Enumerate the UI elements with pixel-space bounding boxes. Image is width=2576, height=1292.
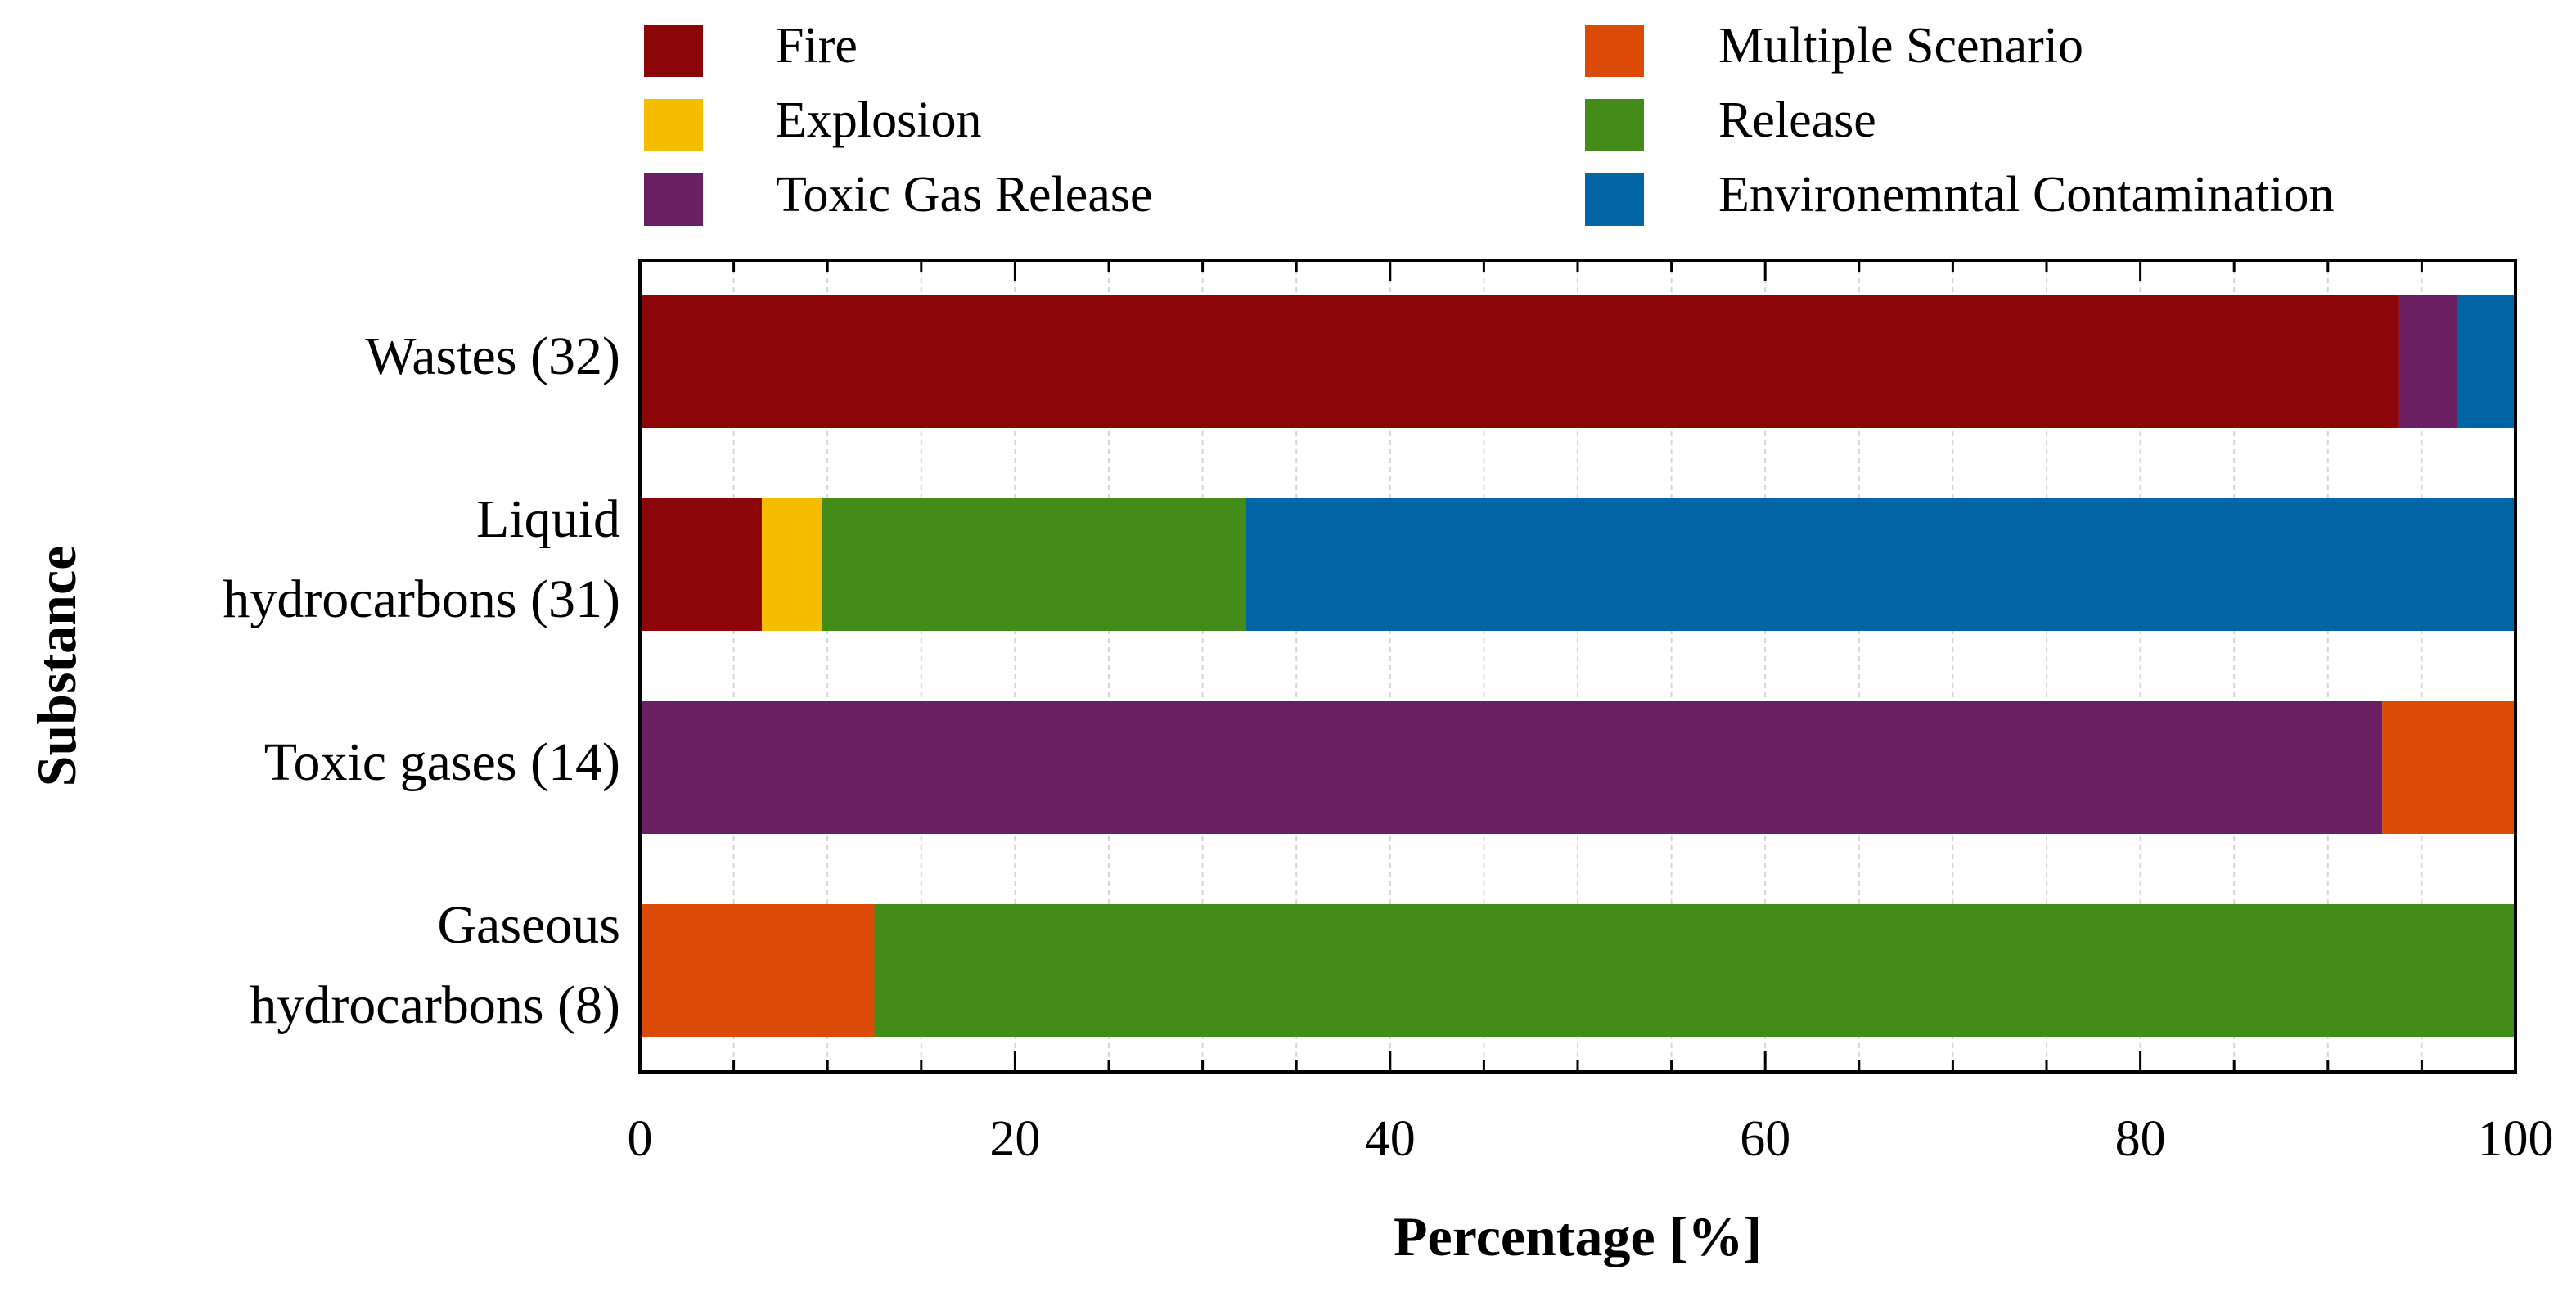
x-tick-label: 40 [1365, 1111, 1416, 1167]
bar-segment [874, 904, 2515, 1037]
bar-segment [2382, 701, 2515, 834]
legend-swatch [644, 25, 703, 77]
legend-label: Toxic Gas Release [776, 167, 1153, 223]
bar-segment [640, 904, 875, 1037]
bar-segment [761, 498, 822, 631]
axis-ticks [638, 260, 2517, 1072]
y-tick-label: Liquid [476, 489, 620, 549]
y-tick-label: Wastes (32) [365, 326, 620, 386]
x-tick-label: 0 [628, 1111, 653, 1167]
y-tick-label: Gaseous [437, 895, 620, 955]
x-tick-label: 100 [2478, 1111, 2554, 1167]
legend-label: Environemntal Contamination [1718, 167, 2334, 223]
bar-segment [640, 295, 2399, 428]
x-tick-labels: 0 20 40 60 80 100 [628, 1111, 2554, 1167]
bar-segment [1245, 498, 2515, 631]
y-axis-label: Substance [25, 546, 88, 787]
legend-swatch [644, 99, 703, 151]
legend-label: Multiple Scenario [1718, 18, 2083, 74]
legend-label: Release [1718, 92, 1876, 148]
x-tick-label: 60 [1740, 1111, 1790, 1167]
x-tick-label: 20 [989, 1111, 1040, 1167]
legend: Fire Explosion Toxic Gas Release Multiple S… [644, 18, 2334, 226]
legend-swatch [1585, 99, 1644, 151]
x-axis-label: Percentage [%] [1394, 1205, 1762, 1267]
legend-swatch [1585, 173, 1644, 226]
legend-swatch [644, 173, 703, 226]
y-tick-labels: Wastes (32) Liquid hydrocarbons (31) Toxic … [223, 326, 620, 1035]
y-tick-label: hydrocarbons (8) [250, 975, 620, 1035]
y-tick-label: Toxic gases (14) [264, 732, 620, 792]
bar-segment [2398, 295, 2457, 428]
legend-label: Fire [776, 18, 858, 74]
y-tick-label: hydrocarbons (31) [223, 569, 620, 629]
bar-segment [640, 498, 762, 631]
x-tick-label: 80 [2115, 1111, 2166, 1167]
legend-label: Explosion [776, 92, 981, 148]
bar-segment [2457, 295, 2515, 428]
bar-segment [822, 498, 1246, 631]
legend-swatch [1585, 25, 1644, 77]
bars [640, 295, 2515, 1037]
bar-segment [640, 701, 2383, 834]
